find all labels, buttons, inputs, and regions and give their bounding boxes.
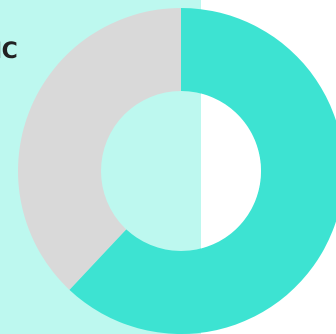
donut-hole-right (201, 93, 262, 249)
donut-slice-2 (18, 8, 181, 290)
heading-fragment: IC (0, 39, 18, 64)
